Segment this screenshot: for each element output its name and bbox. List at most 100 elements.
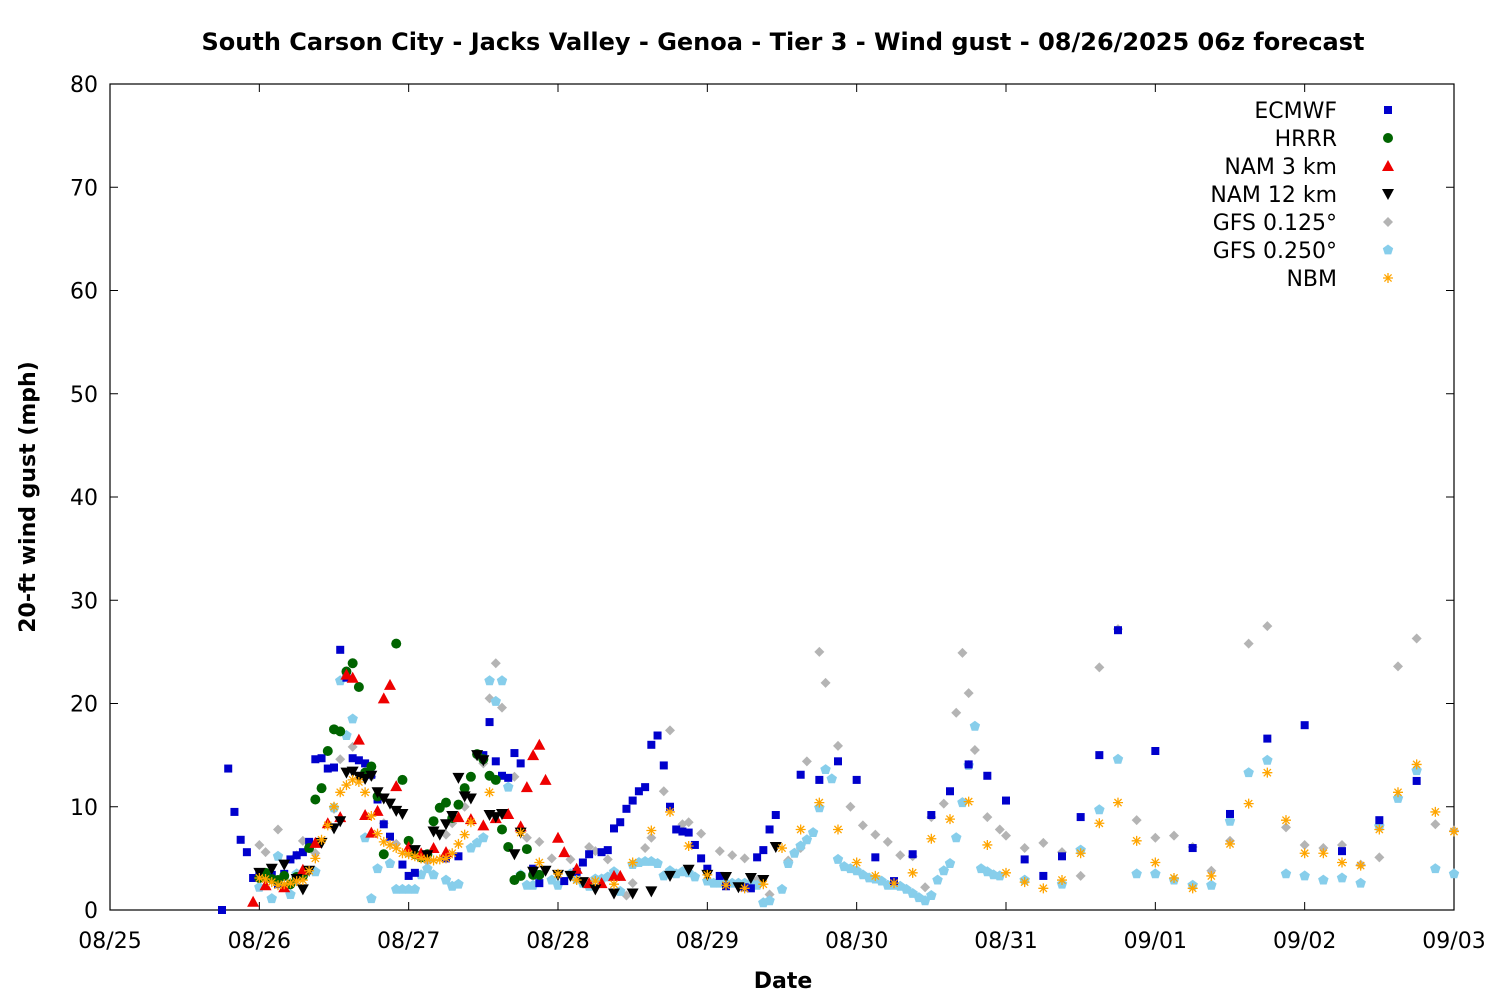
point-gfs-0-250 bbox=[807, 827, 819, 837]
point-ecmwf bbox=[224, 764, 233, 773]
point-gfs-0-125 bbox=[254, 839, 265, 850]
point-nam-12-km bbox=[384, 798, 396, 810]
x-axis-label: Date bbox=[754, 969, 813, 994]
point-gfs-0-125 bbox=[714, 846, 725, 857]
point-ecmwf bbox=[610, 824, 618, 833]
point-gfs-0-125 bbox=[994, 824, 1005, 835]
point-hrrr bbox=[316, 783, 327, 794]
point-gfs-0-250 bbox=[453, 878, 464, 889]
point-nbm bbox=[553, 868, 563, 879]
legend-label-hrrr: HRRR bbox=[1275, 127, 1337, 152]
point-ecmwf bbox=[690, 840, 699, 849]
point-nam-12-km bbox=[296, 884, 309, 896]
point-hrrr bbox=[322, 745, 333, 756]
point-gfs-0-250 bbox=[422, 863, 433, 874]
point-ecmwf bbox=[348, 754, 357, 763]
point-nbm bbox=[889, 878, 899, 889]
point-gfs-0-125 bbox=[497, 702, 507, 713]
point-nam-3-km bbox=[552, 831, 564, 843]
point-nam-12-km bbox=[477, 755, 490, 767]
point-gfs-0-250 bbox=[409, 883, 421, 894]
point-ecmwf bbox=[1095, 751, 1104, 760]
point-hrrr bbox=[497, 824, 507, 835]
point-nbm bbox=[665, 806, 675, 817]
point-gfs-0-250 bbox=[1448, 868, 1460, 879]
point-ecmwf bbox=[1263, 734, 1272, 743]
point-nam-3-km bbox=[259, 879, 272, 891]
point-nbm bbox=[322, 820, 333, 831]
point-gfs-0-125 bbox=[957, 647, 968, 658]
point-gfs-0-250 bbox=[801, 834, 813, 845]
point-nbm bbox=[484, 787, 495, 798]
point-nam-12-km bbox=[489, 812, 502, 824]
point-ecmwf bbox=[628, 796, 637, 805]
point-gfs-0-125 bbox=[1430, 819, 1441, 830]
point-nam-12-km bbox=[433, 829, 446, 841]
legend-label-gfs-0-250: GFS 0.250° bbox=[1213, 239, 1337, 264]
point-gfs-0-250 bbox=[951, 832, 962, 843]
point-gfs-0-125 bbox=[1150, 832, 1161, 843]
point-gfs-0-250 bbox=[496, 675, 508, 686]
point-nbm bbox=[453, 838, 464, 849]
point-nam-12-km bbox=[508, 849, 521, 861]
point-nbm bbox=[416, 853, 427, 864]
point-nbm bbox=[1262, 767, 1273, 778]
point-nbm bbox=[310, 853, 321, 864]
point-nbm bbox=[702, 869, 713, 880]
point-nbm bbox=[335, 787, 346, 798]
point-hrrr bbox=[521, 844, 532, 855]
point-ecmwf bbox=[964, 760, 973, 769]
point-gfs-0-250 bbox=[932, 874, 943, 885]
y-tick-label: 60 bbox=[70, 280, 98, 305]
series-nam-12-km bbox=[253, 750, 782, 900]
point-nbm bbox=[1430, 806, 1441, 817]
point-nbm bbox=[1150, 857, 1161, 868]
point-gfs-0-250 bbox=[1262, 754, 1273, 765]
point-nbm bbox=[434, 854, 445, 865]
point-gfs-0-250 bbox=[1112, 753, 1124, 764]
point-gfs-0-250 bbox=[347, 713, 358, 724]
point-ecmwf bbox=[361, 759, 370, 768]
point-nbm bbox=[1057, 875, 1067, 886]
x-tick-label: 08/25 bbox=[78, 929, 141, 954]
point-nam-12-km bbox=[328, 823, 340, 835]
point-nbm bbox=[1449, 826, 1459, 837]
legend-label-nam-12-km: NAM 12 km bbox=[1210, 183, 1337, 208]
point-hrrr bbox=[279, 870, 290, 881]
point-ecmwf bbox=[286, 855, 295, 864]
point-hrrr bbox=[441, 797, 451, 808]
point-ecmwf bbox=[336, 645, 345, 654]
point-nbm bbox=[1169, 872, 1179, 883]
y-tick-label: 30 bbox=[70, 589, 98, 614]
point-nbm bbox=[758, 879, 769, 890]
point-nbm bbox=[385, 839, 395, 850]
point-gfs-0-250 bbox=[615, 885, 626, 896]
point-nbm bbox=[1113, 797, 1123, 808]
point-ecmwf bbox=[983, 771, 992, 780]
legend-marker-nam-3-km bbox=[1382, 160, 1394, 171]
point-nbm bbox=[907, 867, 918, 878]
y-tick-label: 10 bbox=[70, 796, 98, 821]
point-ecmwf bbox=[834, 757, 842, 766]
point-nam-3-km bbox=[296, 863, 309, 875]
point-nbm bbox=[1299, 848, 1310, 859]
point-ecmwf bbox=[354, 756, 363, 765]
point-hrrr bbox=[310, 794, 321, 805]
point-gfs-0-125 bbox=[584, 842, 595, 853]
point-gfs-0-125 bbox=[1393, 661, 1403, 672]
point-nbm bbox=[422, 854, 433, 865]
point-nbm bbox=[1281, 815, 1291, 826]
point-nam-12-km bbox=[608, 888, 620, 900]
point-nam-12-km bbox=[265, 863, 278, 875]
point-gfs-0-125 bbox=[665, 725, 675, 736]
point-nbm bbox=[1225, 838, 1235, 849]
point-ecmwf bbox=[715, 871, 724, 880]
point-gfs-0-250 bbox=[944, 858, 956, 868]
point-nbm bbox=[360, 787, 371, 798]
point-nbm bbox=[1337, 857, 1347, 868]
point-nbm bbox=[982, 839, 993, 850]
point-ecmwf bbox=[622, 804, 631, 813]
legend-marker-gfs-0-125 bbox=[1383, 217, 1393, 227]
point-nbm bbox=[1131, 835, 1142, 846]
point-nbm bbox=[1019, 877, 1030, 888]
